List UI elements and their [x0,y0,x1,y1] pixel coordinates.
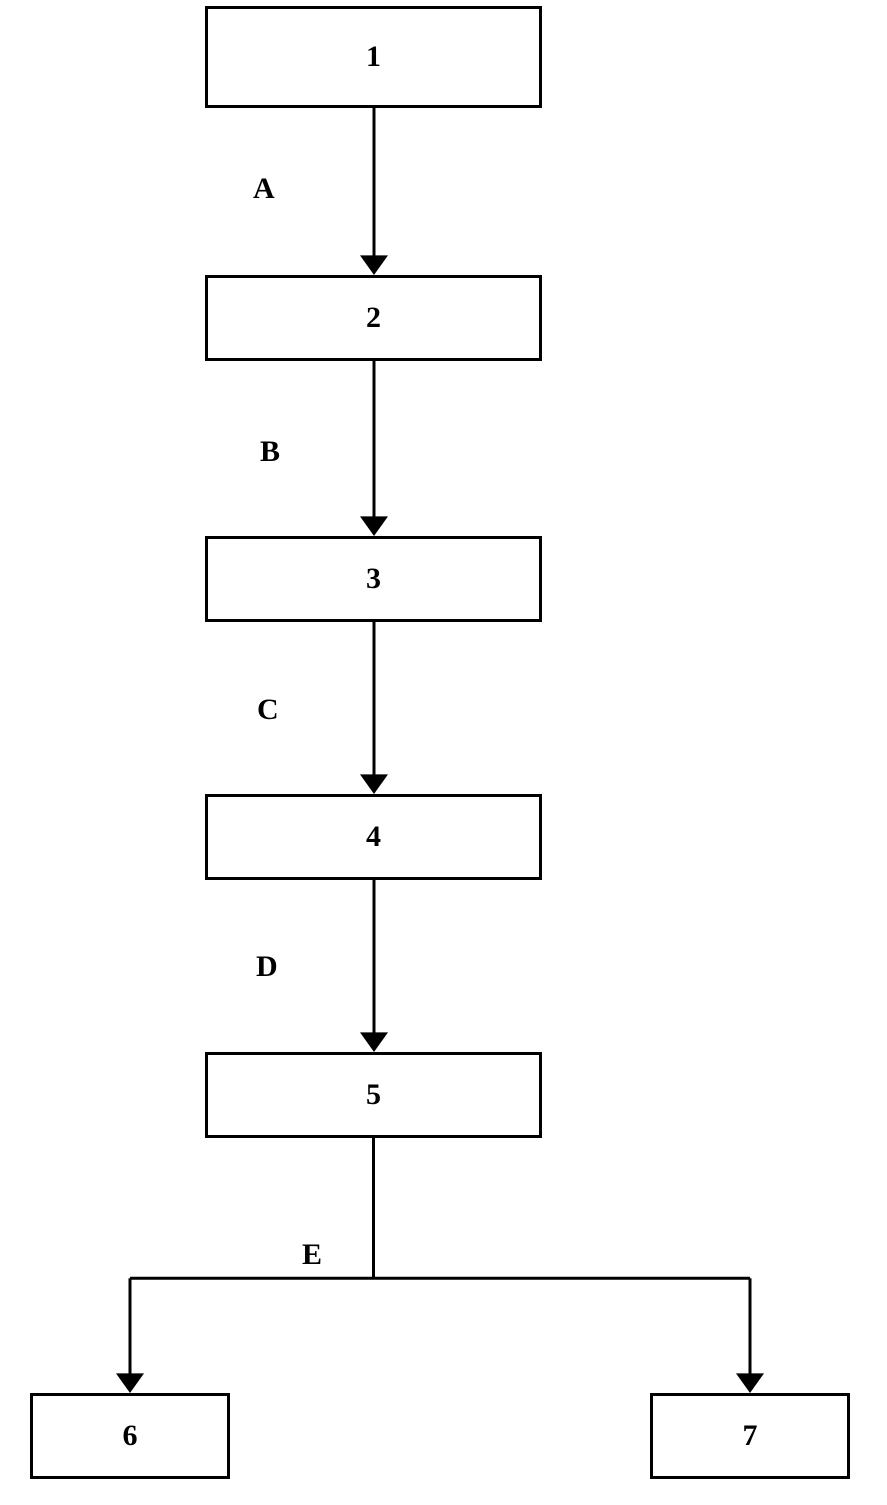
node-4: 4 [205,794,542,880]
node-1-label: 1 [366,40,381,74]
arrow-d [354,880,394,1052]
node-4-label: 4 [366,820,381,854]
node-5-label: 5 [366,1078,381,1112]
node-6: 6 [30,1393,230,1479]
edge-label-d: D [256,950,278,984]
node-1: 1 [205,6,542,108]
node-2-label: 2 [366,301,381,335]
edge-label-b: B [260,435,280,469]
node-7-label: 7 [743,1419,758,1453]
node-3: 3 [205,536,542,622]
arrow-b [354,361,394,536]
arrow-e [110,1138,770,1393]
node-6-label: 6 [123,1419,138,1453]
node-2: 2 [205,275,542,361]
edge-label-a: A [253,172,275,206]
node-5: 5 [205,1052,542,1138]
node-7: 7 [650,1393,850,1479]
arrow-c [354,622,394,794]
arrow-a [354,108,394,275]
edge-label-c: C [257,693,279,727]
node-3-label: 3 [366,562,381,596]
